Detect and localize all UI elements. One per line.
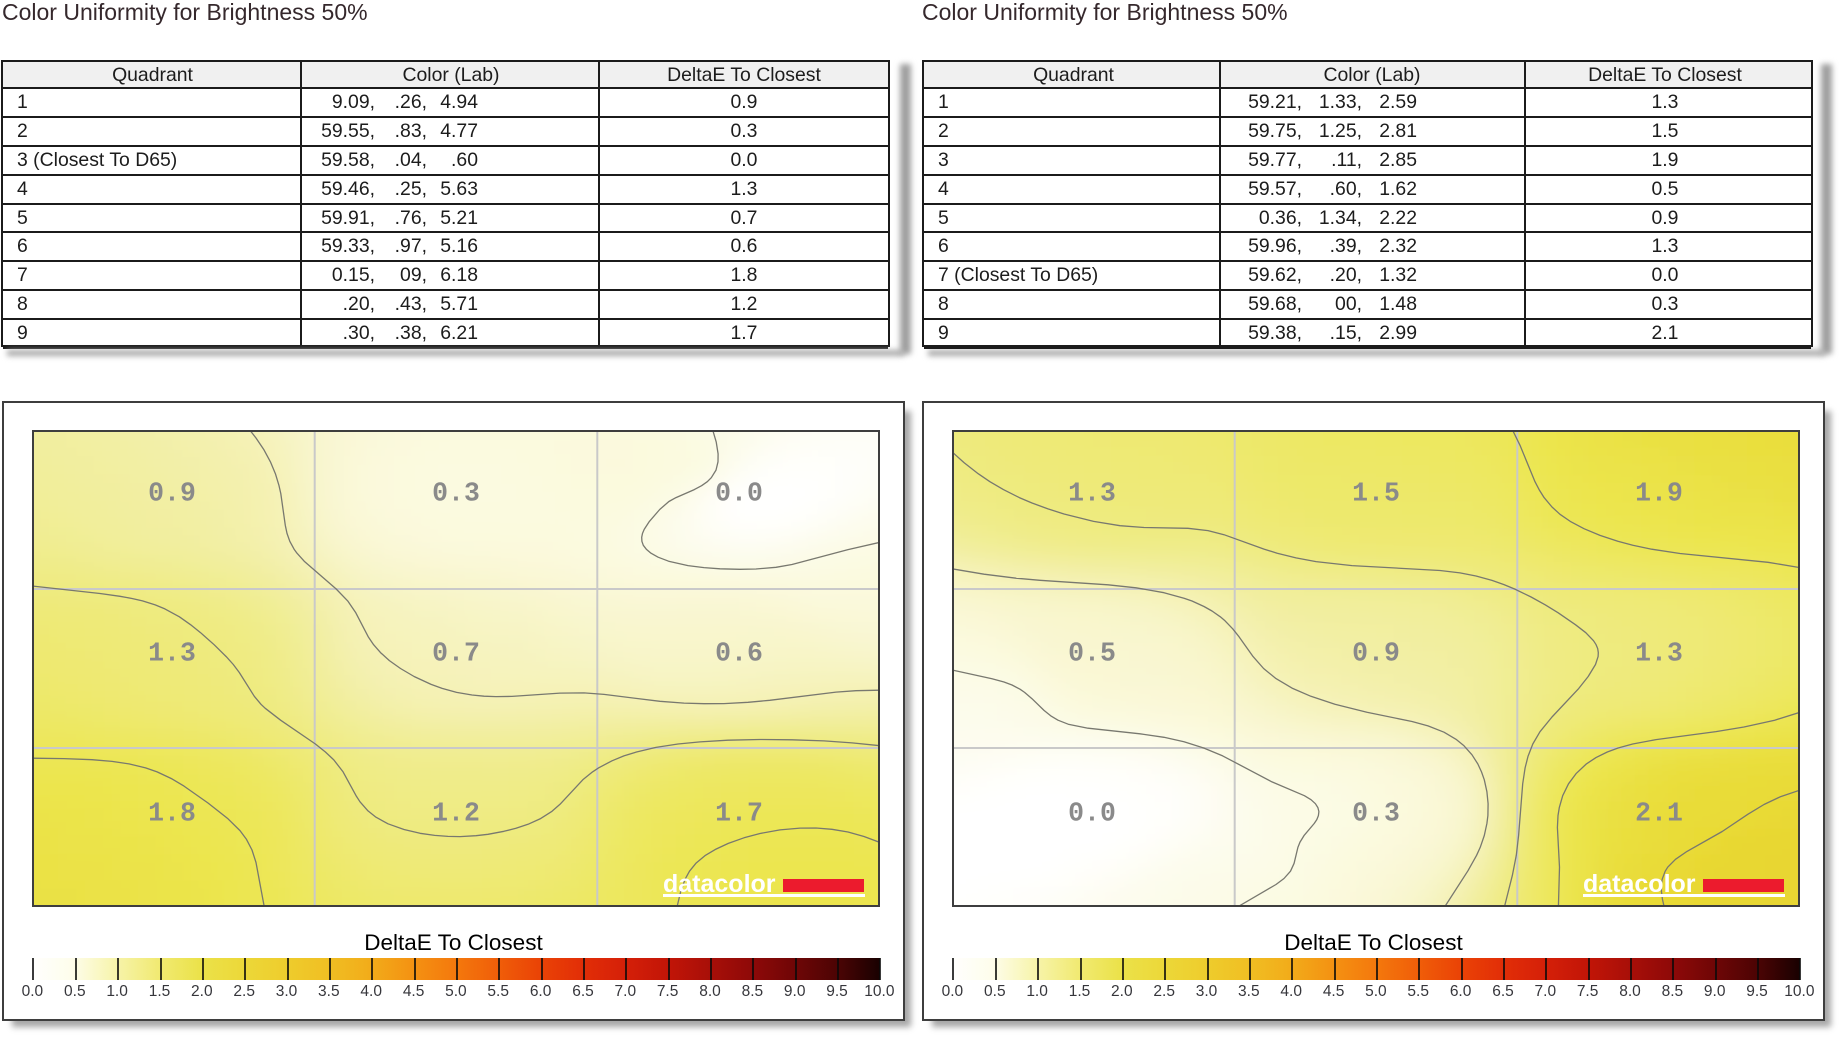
svg-text:1.5: 1.5	[1352, 479, 1400, 509]
svg-text:datacolor: datacolor	[1583, 870, 1696, 898]
svg-text:1.3: 1.3	[1635, 639, 1683, 669]
svg-text:0.9: 0.9	[1352, 639, 1400, 669]
svg-text:1.7: 1.7	[715, 799, 763, 829]
svg-text:0.0: 0.0	[715, 479, 763, 509]
svg-text:0.5: 0.5	[1068, 639, 1116, 669]
svg-text:0.3: 0.3	[432, 479, 480, 509]
svg-text:datacolor: datacolor	[663, 870, 776, 898]
svg-text:1.3: 1.3	[148, 639, 196, 669]
svg-text:0.9: 0.9	[148, 479, 196, 509]
svg-text:0.6: 0.6	[715, 639, 763, 669]
svg-text:0.7: 0.7	[432, 639, 480, 669]
svg-text:0.3: 0.3	[1352, 799, 1400, 829]
svg-text:1.2: 1.2	[432, 799, 480, 829]
svg-text:1.3: 1.3	[1068, 479, 1116, 509]
svg-text:1.9: 1.9	[1635, 479, 1683, 509]
svg-text:1.8: 1.8	[148, 799, 196, 829]
svg-text:2.1: 2.1	[1635, 799, 1683, 829]
svg-text:0.0: 0.0	[1068, 799, 1116, 829]
